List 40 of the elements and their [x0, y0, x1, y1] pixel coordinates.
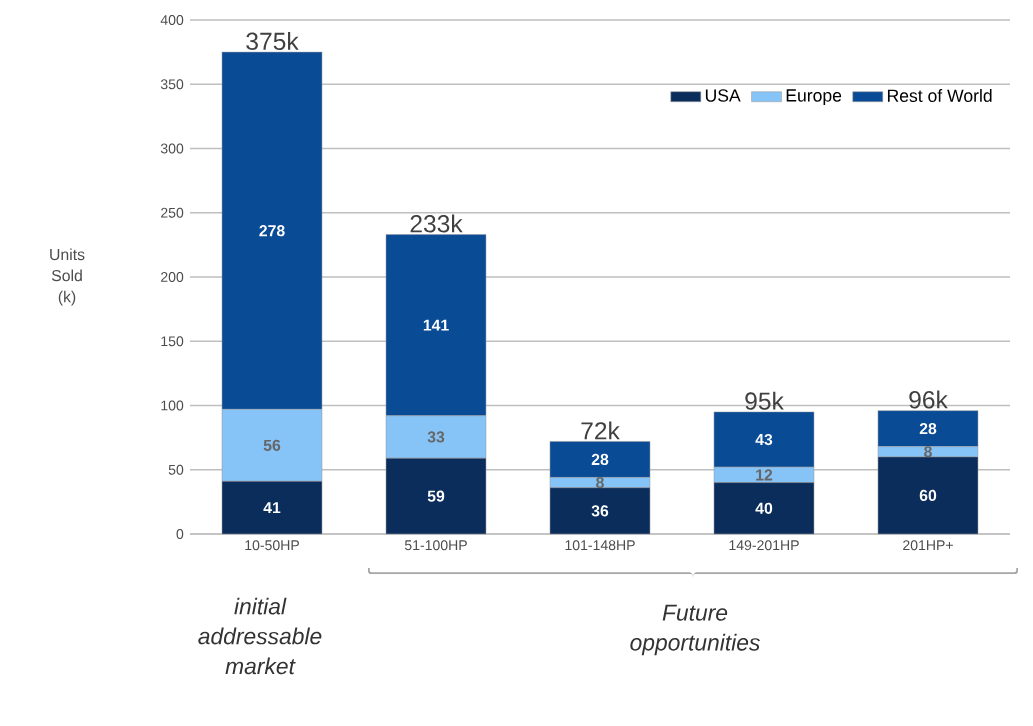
legend-label: Rest of World — [887, 89, 992, 102]
x-tick-label: 101-148HP — [565, 540, 635, 551]
data-label: 12 — [756, 469, 773, 481]
y-tick-label: 400 — [160, 15, 184, 25]
legend-label: USA — [705, 89, 741, 102]
data-label: 28 — [591, 453, 609, 466]
y-tick-label: 200 — [161, 272, 184, 282]
data-label: 8 — [596, 476, 604, 489]
x-tick-label: 201HP+ — [903, 540, 953, 551]
y-tick-label: 150 — [161, 336, 184, 347]
y-tick-label: 300 — [160, 143, 184, 154]
y-axis-title: Units Sold (k) — [50, 248, 85, 306]
data-label: 28 — [919, 423, 937, 435]
data-label: 43 — [755, 433, 773, 446]
data-label: 36 — [591, 505, 609, 517]
data-label: 33 — [427, 431, 445, 443]
data-label: 59 — [427, 490, 445, 502]
data-label: 8 — [924, 446, 932, 458]
total-label: 72k — [581, 421, 620, 440]
y-tick-label: 350 — [160, 79, 184, 90]
x-tick-label: 51-100HP — [404, 540, 467, 551]
total-label: 233k — [410, 214, 463, 233]
data-label: 56 — [263, 439, 281, 451]
total-label: 95k — [745, 391, 784, 410]
y-tick-label: 100 — [161, 400, 184, 411]
text: initial addressable market — [198, 597, 322, 675]
y-tick-label: 50 — [168, 464, 184, 475]
data-label: 41 — [263, 502, 281, 514]
x-tick-label: 149-201HP — [729, 540, 799, 551]
x-tick-label: 10-50HP — [245, 540, 299, 551]
total-label: 375k — [246, 31, 299, 51]
total-label: 96k — [909, 390, 948, 409]
legend-label: Europe — [786, 89, 842, 106]
data-label: 40 — [755, 502, 773, 514]
y-tick-label: 250 — [161, 207, 184, 218]
text: Future opportunities — [630, 604, 760, 656]
y-tick-label: 0 — [176, 529, 184, 539]
data-label: 60 — [919, 489, 937, 502]
data-label: 141 — [423, 319, 449, 331]
data-label: 278 — [259, 225, 285, 237]
